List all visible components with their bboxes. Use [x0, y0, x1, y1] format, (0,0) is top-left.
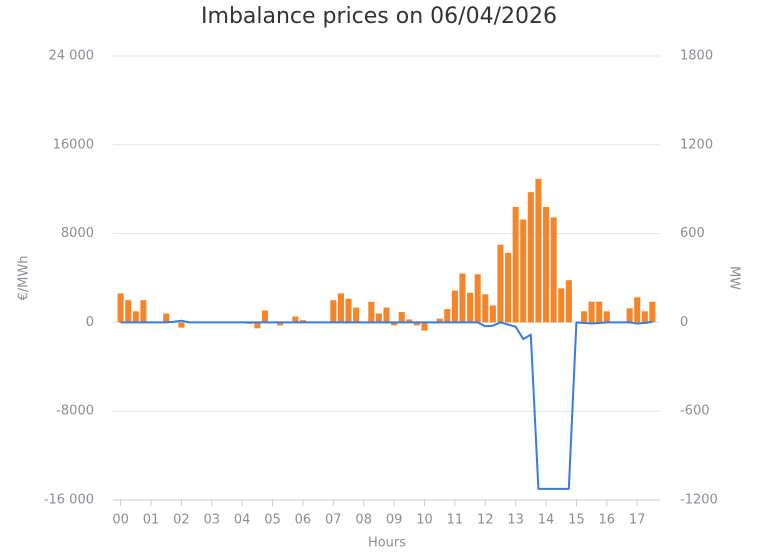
x-tick-label: 05: [264, 513, 281, 528]
bar: [368, 301, 375, 323]
bar: [535, 178, 542, 323]
bar: [292, 316, 299, 323]
bar: [505, 252, 512, 323]
y-tick-label: 16000: [53, 137, 94, 152]
x-tick-label: 10: [416, 513, 433, 528]
bar: [580, 311, 588, 323]
bar: [398, 312, 405, 323]
bar: [489, 305, 496, 323]
bar: [254, 322, 261, 329]
y2-tick-label: 1800: [680, 49, 713, 64]
line: [120, 319, 653, 490]
x-tick-label: 08: [355, 513, 372, 528]
y-tick-label: 8000: [61, 226, 94, 241]
x-tick-label: 06: [295, 513, 312, 528]
bar: [550, 217, 557, 323]
bar: [163, 313, 170, 323]
bar: [596, 301, 603, 323]
bar: [178, 322, 185, 328]
y-tick-label: -16 000: [44, 493, 94, 508]
bar: [406, 319, 413, 323]
bar: [512, 206, 519, 323]
bar: [641, 311, 648, 323]
bar: [391, 322, 398, 326]
bar: [634, 297, 641, 323]
bar: [330, 300, 337, 323]
x-tick-label: 17: [629, 513, 646, 528]
bar: [649, 301, 656, 323]
bar: [140, 300, 147, 323]
bar: [436, 318, 443, 323]
bar: [543, 206, 550, 323]
bar: [261, 310, 268, 323]
x-tick-label: 09: [386, 513, 403, 528]
bar: [125, 300, 132, 323]
bar: [444, 309, 451, 323]
x-tick-label: 02: [173, 513, 190, 528]
x-tick-label: 01: [143, 513, 160, 528]
x-tick-label: 13: [507, 513, 524, 528]
bar: [565, 280, 572, 323]
bar: [337, 293, 344, 323]
y2-tick-label: 1200: [680, 137, 713, 152]
chart-title: Imbalance prices on 06/04/2026: [201, 4, 557, 29]
bar: [558, 288, 565, 323]
bar: [383, 307, 390, 323]
y-tick-label: 24 000: [49, 49, 95, 64]
x-tick-label: 07: [325, 513, 342, 528]
bar: [603, 311, 610, 323]
x-axis-label: Hours: [368, 536, 406, 551]
bar: [345, 298, 352, 323]
bar: [132, 311, 139, 323]
bar: [459, 273, 466, 323]
y-axis-label: €/MWh: [17, 256, 32, 301]
bar: [626, 308, 633, 323]
x-tick-label: 14: [538, 513, 555, 528]
x-tick-label: 15: [568, 513, 585, 528]
x-tick-label: 04: [234, 513, 251, 528]
bar: [421, 322, 428, 331]
bar: [467, 292, 474, 323]
x-tick-label: 12: [477, 513, 494, 528]
bar: [375, 313, 382, 323]
y2-tick-label: 0: [680, 315, 688, 330]
y-tick-label: 0: [86, 315, 94, 330]
y2-tick-label: -600: [680, 404, 710, 419]
x-tick-label: 00: [112, 513, 129, 528]
bar: [413, 322, 420, 326]
y2-tick-label: -1200: [680, 493, 718, 508]
bar: [497, 244, 504, 323]
bar: [299, 320, 306, 323]
bar: [117, 293, 124, 323]
x-tick-label: 16: [599, 513, 616, 528]
bar: [520, 219, 527, 323]
bar: [451, 290, 458, 323]
bar: [482, 294, 489, 323]
bar: [277, 322, 284, 326]
bar: [353, 307, 360, 323]
bar: [527, 192, 534, 323]
bar: [474, 274, 481, 323]
y-tick-label: -8000: [56, 404, 94, 419]
y2-axis-label: MW: [727, 266, 742, 290]
bar: [588, 301, 595, 323]
x-tick-label: 03: [203, 513, 220, 528]
x-tick-label: 11: [447, 513, 464, 528]
y2-tick-label: 600: [680, 226, 705, 241]
